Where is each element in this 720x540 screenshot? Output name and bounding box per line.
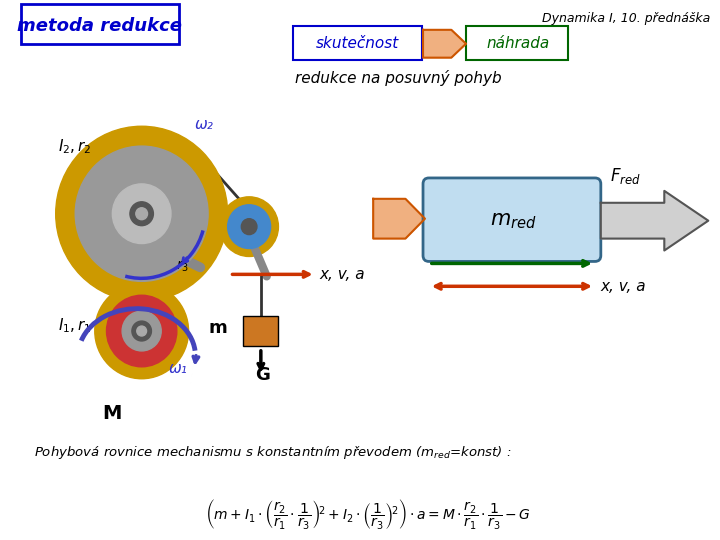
Polygon shape <box>423 30 466 58</box>
FancyBboxPatch shape <box>466 26 567 59</box>
Circle shape <box>130 202 153 226</box>
Text: náhrada: náhrada <box>486 36 549 51</box>
FancyBboxPatch shape <box>21 4 179 44</box>
Text: skutečnost: skutečnost <box>316 36 399 51</box>
Text: $I_1, r_1$: $I_1, r_1$ <box>58 316 91 335</box>
Circle shape <box>132 321 151 341</box>
Text: ω₂: ω₂ <box>194 117 213 132</box>
Text: G: G <box>255 366 270 384</box>
Text: ω₁: ω₁ <box>169 361 188 376</box>
Circle shape <box>107 295 177 367</box>
Text: Dynamika I, 10. přednáška: Dynamika I, 10. přednáška <box>542 12 710 25</box>
Circle shape <box>241 219 257 234</box>
Text: x, v, a: x, v, a <box>600 279 647 294</box>
Circle shape <box>122 311 161 351</box>
Circle shape <box>112 184 171 244</box>
Circle shape <box>55 126 228 301</box>
Polygon shape <box>600 191 708 251</box>
Text: redukce na posuvný pohyb: redukce na posuvný pohyb <box>295 70 502 85</box>
Circle shape <box>95 284 189 379</box>
Text: $r_3$: $r_3$ <box>176 259 189 274</box>
Circle shape <box>137 326 147 336</box>
Circle shape <box>228 205 271 248</box>
FancyBboxPatch shape <box>293 26 422 59</box>
Circle shape <box>136 208 148 220</box>
Text: Pohybová rovnice mechanismu s konstantním převodem ($m_{red}$=konst) :: Pohybová rovnice mechanismu s konstantní… <box>35 444 512 461</box>
Text: $m_{red}$: $m_{red}$ <box>490 211 536 231</box>
Text: M: M <box>102 403 122 422</box>
Text: $I_2, r_2$: $I_2, r_2$ <box>58 138 91 157</box>
Text: m: m <box>208 319 227 337</box>
Text: $\left(m + I_1 \cdot \left(\dfrac{r_2}{r_1} \cdot \dfrac{1}{r_3}\right)^{\!2}+ I: $\left(m + I_1 \cdot \left(\dfrac{r_2}{r… <box>205 497 531 531</box>
FancyBboxPatch shape <box>423 178 600 261</box>
Text: x, v, a: x, v, a <box>320 267 365 282</box>
Circle shape <box>75 146 208 281</box>
Text: $F_{red}$: $F_{red}$ <box>610 166 641 186</box>
Text: metoda redukce: metoda redukce <box>17 17 182 35</box>
Circle shape <box>220 197 279 256</box>
FancyBboxPatch shape <box>243 316 279 346</box>
Polygon shape <box>373 199 425 239</box>
